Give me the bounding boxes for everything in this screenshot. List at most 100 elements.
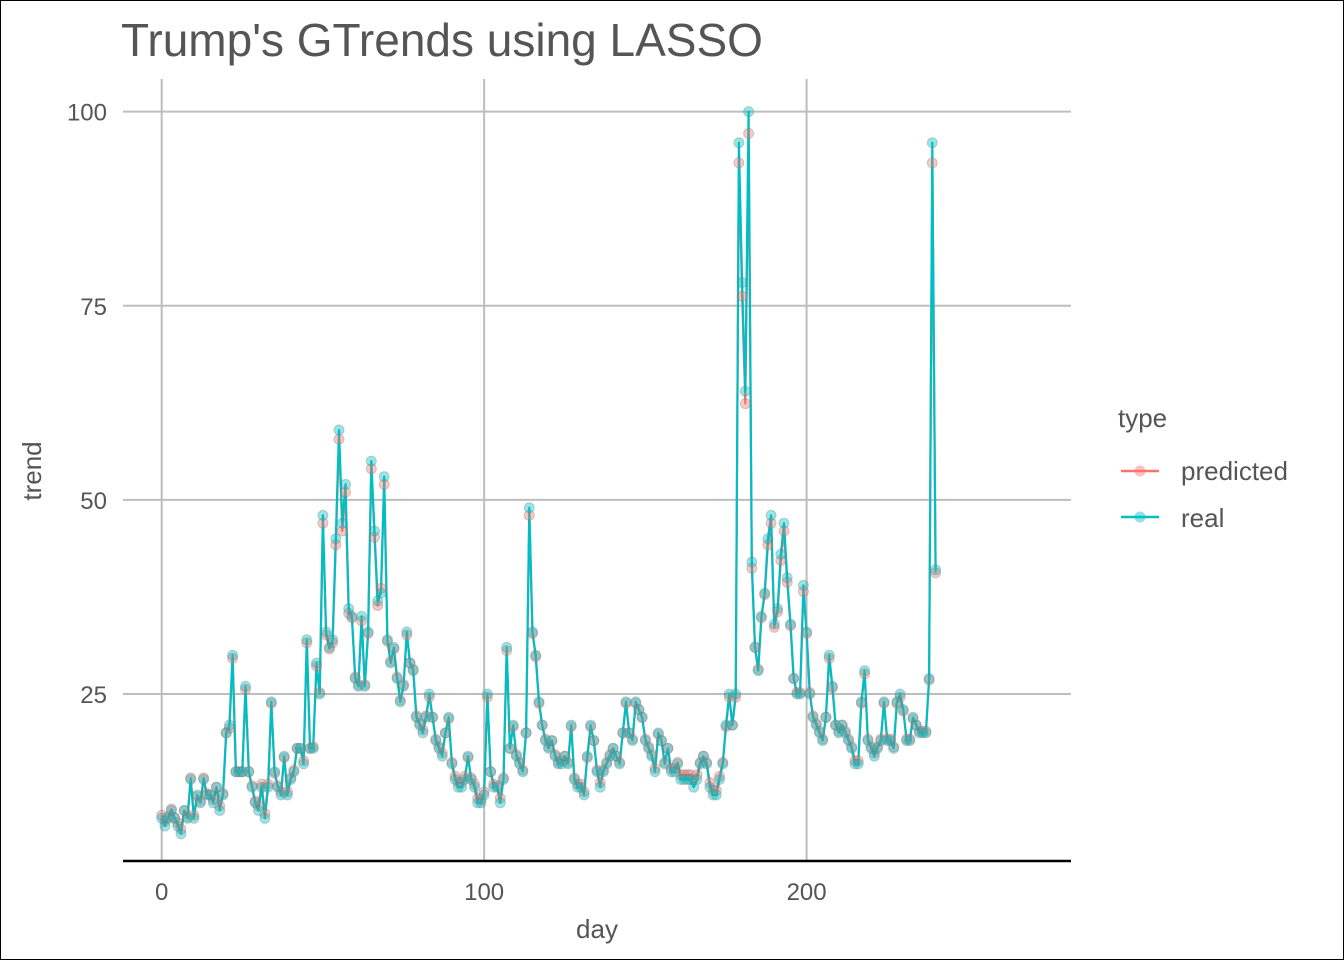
data-point-real xyxy=(781,572,793,584)
data-point-real xyxy=(836,719,848,731)
data-point-predicted xyxy=(636,711,648,723)
data-point-real xyxy=(552,758,564,770)
data-point-predicted xyxy=(427,711,439,723)
data-point-predicted xyxy=(185,772,197,784)
data-point-predicted xyxy=(801,628,813,639)
data-point-predicted xyxy=(265,697,277,709)
data-point-predicted xyxy=(826,682,838,694)
data-point-real xyxy=(665,766,677,778)
data-point-real xyxy=(904,735,916,747)
data-point-predicted xyxy=(220,727,232,739)
data-point-real xyxy=(246,781,258,793)
data-point-real xyxy=(281,789,293,801)
data-point-predicted xyxy=(552,756,564,768)
data-point-real xyxy=(191,789,203,801)
data-point-real xyxy=(407,665,419,677)
data-point-predicted xyxy=(907,713,919,725)
data-point-real xyxy=(349,673,361,684)
x-tick-label: 0 xyxy=(155,879,168,906)
legend-key-point-predicted xyxy=(1134,465,1146,477)
data-point-real xyxy=(278,750,290,762)
data-point-predicted xyxy=(304,742,316,754)
data-point-real xyxy=(217,789,229,801)
data-point-real xyxy=(694,758,706,770)
data-point-real xyxy=(156,812,168,824)
data-point-real xyxy=(733,137,745,149)
data-point-real xyxy=(256,781,268,793)
data-point-real xyxy=(356,610,368,622)
data-point-real xyxy=(668,766,680,778)
data-point-predicted xyxy=(746,562,758,574)
data-point-real xyxy=(472,797,484,809)
data-point-real xyxy=(236,766,248,778)
data-point-real xyxy=(240,680,251,692)
data-point-real xyxy=(775,548,787,560)
data-point-real xyxy=(868,750,880,762)
y-axis-ticks: 25 50 75 100 xyxy=(67,100,107,709)
data-point-predicted xyxy=(546,735,558,747)
data-point-real xyxy=(227,649,239,661)
data-point-predicted xyxy=(633,704,645,716)
data-point-real xyxy=(801,626,813,638)
data-point-predicted xyxy=(814,725,825,737)
data-point-real xyxy=(910,719,922,731)
data-point-predicted xyxy=(275,786,287,798)
data-point-predicted xyxy=(791,687,803,698)
data-point-real xyxy=(604,750,616,762)
data-point-real xyxy=(723,688,735,700)
data-point-predicted xyxy=(720,721,732,733)
data-point-real xyxy=(755,610,767,622)
data-point-real xyxy=(833,727,845,739)
data-point-real xyxy=(814,727,825,739)
data-point-predicted xyxy=(604,749,616,761)
data-point-predicted xyxy=(510,749,522,761)
data-point-predicted xyxy=(913,725,925,737)
data-point-predicted xyxy=(443,713,455,725)
data-point-predicted xyxy=(230,766,242,778)
data-point-real xyxy=(859,665,871,677)
data-point-predicted xyxy=(527,628,538,639)
data-point-real xyxy=(449,774,461,785)
data-point-predicted xyxy=(675,769,687,781)
data-point-predicted xyxy=(730,691,742,703)
data-point-predicted xyxy=(762,539,774,551)
data-point-real xyxy=(265,696,277,708)
data-point-predicted xyxy=(165,803,177,815)
data-point-real xyxy=(359,680,371,692)
data-point-real xyxy=(398,680,409,692)
data-point-predicted xyxy=(198,772,210,784)
data-point-real xyxy=(778,517,790,529)
data-point-real xyxy=(162,812,174,824)
data-point-predicted xyxy=(891,697,903,709)
data-point-real xyxy=(575,781,587,793)
data-point-predicted xyxy=(217,787,229,799)
data-point-predicted xyxy=(701,756,713,768)
data-point-real xyxy=(875,735,887,747)
data-point-real xyxy=(656,735,667,747)
data-point-predicted xyxy=(211,781,222,793)
data-point-predicted xyxy=(336,525,348,537)
data-point-real xyxy=(439,727,451,739)
data-point-real xyxy=(897,704,909,716)
data-point-predicted xyxy=(539,733,551,745)
data-point-predicted xyxy=(710,784,722,796)
data-point-real xyxy=(333,424,345,436)
data-point-predicted xyxy=(156,809,168,821)
data-point-predicted xyxy=(178,805,190,816)
data-point-predicted xyxy=(901,733,913,745)
data-point-predicted xyxy=(256,778,268,790)
data-point-real xyxy=(920,727,932,739)
data-point-real xyxy=(214,805,226,816)
data-point-real xyxy=(517,766,529,778)
data-point-real xyxy=(607,742,619,754)
data-point-real xyxy=(385,657,397,669)
data-point-real xyxy=(201,789,213,801)
data-point-real xyxy=(211,781,222,793)
data-point-real xyxy=(343,603,355,615)
data-point-predicted xyxy=(668,763,680,775)
data-point-real xyxy=(169,812,181,824)
data-point-predicted xyxy=(398,679,409,691)
data-point-predicted xyxy=(249,795,261,807)
data-point-predicted xyxy=(494,792,506,804)
